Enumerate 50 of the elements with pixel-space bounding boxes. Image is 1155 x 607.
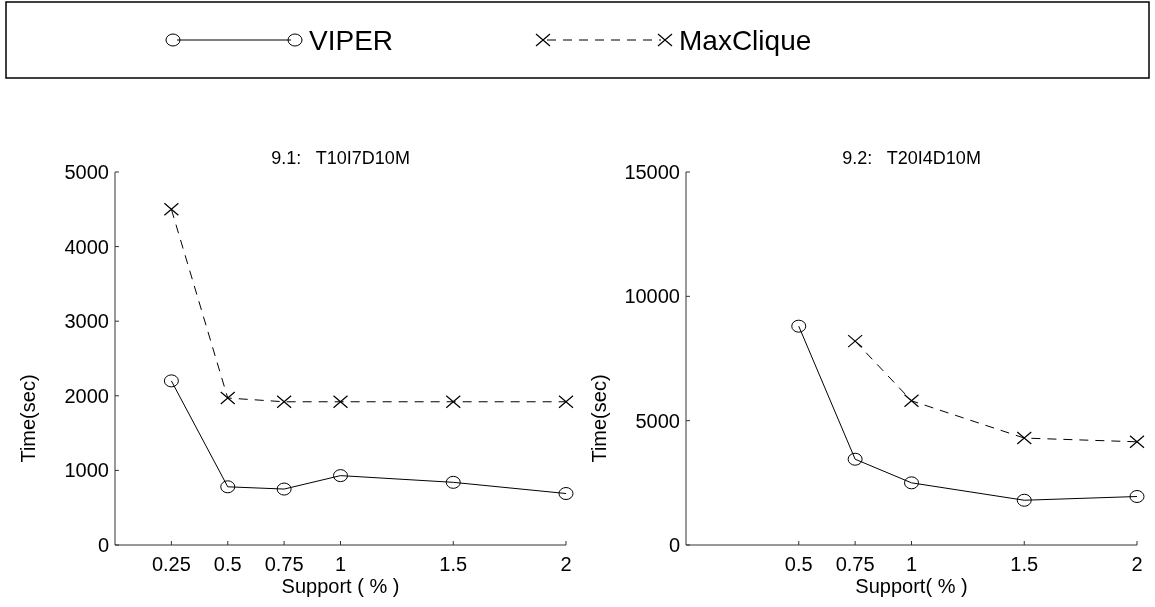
point	[445, 395, 461, 409]
x-tick-label: 2	[560, 553, 572, 575]
y-tick-label: 4000	[64, 235, 109, 258]
point	[1129, 490, 1145, 504]
x-axis-title: Support( % )	[855, 575, 968, 597]
point	[847, 452, 863, 466]
point	[445, 475, 461, 489]
x-tick-label: 1	[334, 553, 347, 575]
point	[903, 394, 920, 408]
x-tick-label: 0.75	[264, 553, 304, 575]
x-tick-label: 2	[1131, 553, 1143, 575]
legend-label: MaxClique	[679, 25, 812, 56]
y-tick-label: 1000	[64, 459, 109, 482]
point	[163, 374, 179, 388]
point	[276, 395, 292, 409]
legend-label: VIPER	[309, 25, 394, 56]
point	[558, 395, 574, 409]
x-axis-title: Support ( % )	[281, 575, 400, 597]
x-tick-label: 1.5	[1010, 553, 1039, 575]
y-tick-label: 2000	[64, 384, 109, 407]
point	[333, 469, 348, 483]
y-axis-title: Time(sec)	[588, 374, 610, 463]
y-tick-label: 3000	[64, 310, 109, 333]
y-tick-label: 10000	[624, 285, 680, 308]
point	[220, 391, 236, 405]
x-tick-label: 1.5	[439, 553, 468, 575]
y-tick-label: 15000	[624, 161, 680, 183]
x-tick-label: 0.75	[835, 553, 875, 575]
chart-title: 9.2: T20I4D10M	[842, 148, 981, 168]
y-tick-label: 0	[97, 534, 109, 556]
point	[558, 487, 574, 501]
point	[332, 395, 349, 409]
point	[847, 334, 863, 348]
chart-title: 9.1: T10I7D10M	[271, 148, 410, 168]
y-tick-label: 5000	[635, 409, 680, 432]
x-tick-label: 0.5	[213, 553, 242, 575]
x-tick-label: 0.25	[151, 553, 191, 575]
point	[276, 482, 292, 496]
x-tick-label: 1	[905, 553, 918, 575]
point	[1129, 435, 1145, 449]
point	[163, 202, 179, 216]
point	[220, 480, 236, 494]
point	[1016, 431, 1032, 445]
y-tick-label: 5000	[64, 161, 109, 183]
point	[904, 476, 919, 490]
x-tick-label: 0.5	[784, 553, 813, 575]
point	[791, 319, 807, 333]
y-tick-label: 0	[668, 534, 680, 556]
point	[1016, 493, 1032, 507]
y-axis-title: Time(sec)	[17, 374, 39, 463]
